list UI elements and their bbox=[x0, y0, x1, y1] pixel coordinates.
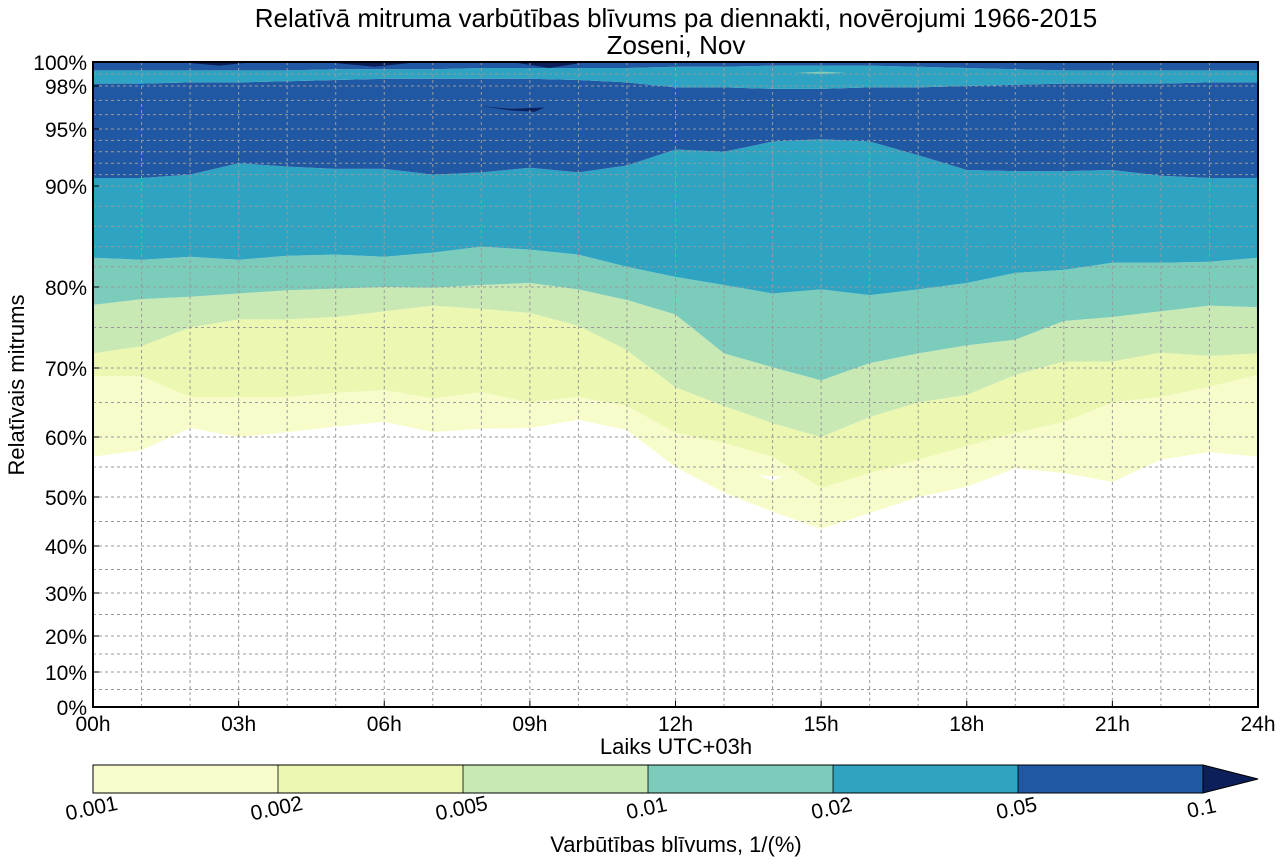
colorbar-tick-label: 0.002 bbox=[249, 792, 305, 825]
x-tick-label: 09h bbox=[512, 713, 547, 736]
y-tick-label: 90% bbox=[45, 176, 87, 199]
x-axis-ticks: 00h 03h 06h 09h 12h 15h 18h 21h 24h bbox=[75, 701, 1276, 736]
colorbar-swatch bbox=[833, 765, 1018, 793]
colorbar-swatch bbox=[463, 765, 648, 793]
plot-grid bbox=[93, 62, 1258, 707]
x-tick-label: 15h bbox=[804, 713, 839, 736]
colorbar-label: Varbūtības blīvums, 1/(%) bbox=[550, 832, 801, 857]
x-tick-label: 00h bbox=[75, 713, 110, 736]
colorbar: 0.001 0.002 0.005 0.01 0.02 0.05 0.1 bbox=[64, 764, 1259, 825]
y-tick-label: 70% bbox=[45, 358, 87, 381]
contour-region->0.1 bbox=[185, 62, 249, 66]
contour-region-<0.001 bbox=[758, 475, 783, 481]
contour-region->0.1 bbox=[481, 106, 545, 112]
x-tick-label: 06h bbox=[367, 713, 402, 736]
colorbar-tick-label: 0.001 bbox=[64, 792, 120, 825]
contour-region-0.01-0.02 bbox=[796, 71, 846, 74]
contour-region->0.1 bbox=[330, 62, 414, 67]
y-tick-label: 60% bbox=[45, 427, 87, 450]
y-tick-label: 98% bbox=[45, 76, 87, 99]
y-axis-label: Relatīvais mitrums bbox=[4, 295, 29, 476]
y-tick-label: 40% bbox=[45, 536, 87, 559]
contour-region->0.1 bbox=[515, 62, 584, 68]
colorbar-tick-label: 0.1 bbox=[1185, 794, 1218, 823]
y-tick-label: 50% bbox=[45, 487, 87, 510]
contour-band-0.001-0.002 bbox=[93, 374, 1258, 529]
x-tick-label: 24h bbox=[1240, 713, 1275, 736]
x-axis-label: Laiks UTC+03h bbox=[600, 734, 752, 759]
x-tick-label: 18h bbox=[949, 713, 984, 736]
y-tick-label: 30% bbox=[45, 583, 87, 606]
y-tick-label: 0% bbox=[57, 697, 87, 720]
contour-band-0.005-0.01 bbox=[93, 282, 1258, 437]
colorbar-tick-label: 0.02 bbox=[809, 793, 854, 824]
colorbar-swatch bbox=[1018, 765, 1203, 793]
colorbar-frame bbox=[92, 764, 1204, 794]
y-tick-label: 80% bbox=[45, 277, 87, 300]
y-tick-label: 10% bbox=[45, 662, 87, 685]
y-tick-label: 100% bbox=[33, 52, 87, 75]
y-tick-label: 20% bbox=[45, 626, 87, 649]
colorbar-swatch bbox=[278, 765, 463, 793]
colorbar-extend-arrow bbox=[1202, 764, 1259, 794]
colorbar-tick-label: 0.005 bbox=[434, 792, 490, 825]
chart-title: Relatīvā mitruma varbūtības blīvums pa d… bbox=[255, 3, 1098, 33]
x-tick-label: 12h bbox=[658, 713, 693, 736]
y-tick-label: 95% bbox=[45, 119, 87, 142]
x-tick-label: 03h bbox=[221, 713, 256, 736]
colorbar-swatch bbox=[93, 765, 278, 793]
chart-subtitle: Zoseni, Nov bbox=[607, 30, 746, 60]
colorbar-swatch bbox=[648, 765, 833, 793]
colorbar-tick-label: 0.01 bbox=[624, 793, 669, 824]
y-axis-ticks: 0% 10% 20% 30% 40% 50% 60% 70% 80% 90% 95% 98%100% bbox=[33, 52, 99, 720]
x-tick-label: 21h bbox=[1095, 713, 1130, 736]
contour-band-0.02-0.05 bbox=[93, 65, 1258, 89]
colorbar-tick-label: 0.05 bbox=[994, 793, 1039, 824]
